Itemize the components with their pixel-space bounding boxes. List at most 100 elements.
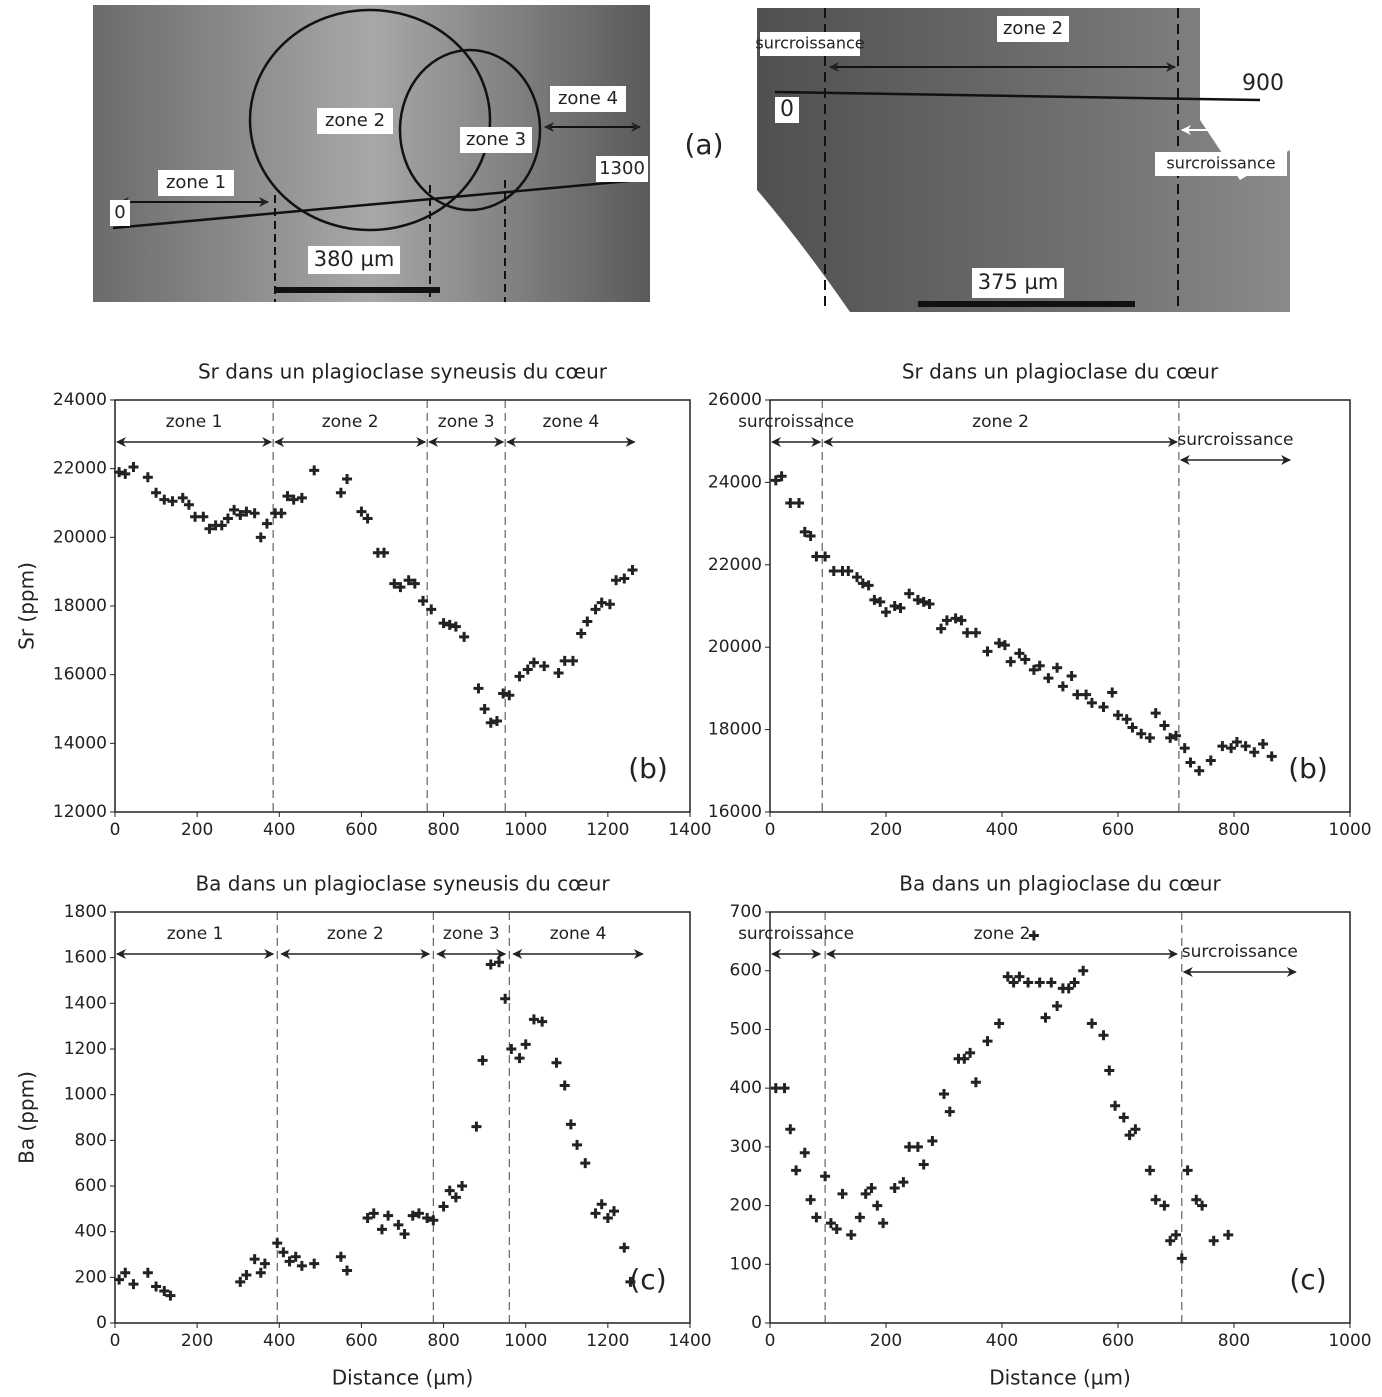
panel-label: (a) bbox=[684, 128, 723, 161]
data-point bbox=[582, 616, 593, 627]
data-point bbox=[1144, 732, 1155, 743]
label-box bbox=[317, 108, 393, 134]
zone-label: zone 3 bbox=[438, 412, 495, 432]
data-point bbox=[368, 1208, 379, 1219]
data-point bbox=[506, 1044, 517, 1054]
data-point bbox=[1182, 1165, 1193, 1176]
data-point bbox=[611, 575, 622, 586]
background bbox=[757, 190, 850, 312]
data-point bbox=[619, 573, 630, 584]
data-point bbox=[167, 496, 178, 507]
x-tick-label: 1000 bbox=[1328, 820, 1371, 840]
data-point bbox=[409, 578, 420, 589]
x-tick-label: 1000 bbox=[504, 1331, 547, 1351]
label-box bbox=[596, 156, 648, 182]
data-point bbox=[1249, 747, 1260, 758]
data-point bbox=[852, 572, 862, 583]
data-point bbox=[229, 504, 240, 515]
data-point bbox=[872, 1200, 883, 1211]
data-point bbox=[551, 1057, 562, 1068]
x-tick-label: 0 bbox=[110, 820, 121, 840]
data-point bbox=[799, 1147, 810, 1158]
data-point bbox=[1063, 983, 1074, 994]
photo-label: zone 2 bbox=[325, 110, 385, 131]
data-point bbox=[1008, 977, 1019, 988]
zone-label: zone 2 bbox=[327, 924, 384, 944]
data-point bbox=[559, 1080, 570, 1091]
data-point bbox=[805, 530, 816, 541]
data-point bbox=[1197, 1200, 1208, 1211]
data-point bbox=[276, 508, 287, 519]
data-point bbox=[438, 618, 449, 629]
y-tick-label: 20000 bbox=[708, 637, 762, 657]
data-point bbox=[625, 1276, 636, 1287]
data-point bbox=[444, 619, 455, 630]
y-tick-label: 300 bbox=[730, 1137, 762, 1157]
label-box bbox=[308, 246, 400, 274]
data-point bbox=[1086, 697, 1097, 708]
data-point bbox=[1034, 977, 1045, 988]
data-point bbox=[950, 613, 961, 624]
data-point bbox=[362, 1212, 373, 1223]
data-point bbox=[857, 578, 868, 589]
data-point bbox=[514, 671, 525, 682]
data-point bbox=[863, 580, 874, 591]
data-point bbox=[204, 523, 215, 534]
data-point bbox=[1217, 741, 1228, 752]
y-tick-label: 0 bbox=[96, 1313, 107, 1333]
chart-title: Sr dans un plagioclase du cœur bbox=[902, 360, 1219, 384]
x-tick-label: 1000 bbox=[504, 820, 547, 840]
data-point bbox=[576, 628, 587, 639]
data-point bbox=[1205, 755, 1216, 766]
data-point bbox=[159, 1286, 170, 1297]
photo-label: surcroissance bbox=[1166, 154, 1275, 173]
data-point bbox=[413, 1208, 424, 1219]
data-point bbox=[875, 596, 886, 607]
data-point bbox=[422, 1212, 433, 1223]
label-box bbox=[972, 268, 1064, 298]
x-tick-label: 800 bbox=[427, 1331, 459, 1351]
data-point bbox=[249, 1254, 260, 1265]
photo-label: 0 bbox=[780, 97, 794, 122]
data-point bbox=[869, 594, 880, 605]
data-point bbox=[198, 511, 209, 522]
data-point bbox=[288, 494, 299, 505]
data-point bbox=[878, 1218, 889, 1229]
data-point bbox=[393, 1219, 404, 1230]
x-tick-label: 600 bbox=[1102, 820, 1134, 840]
photo-label: 0 bbox=[114, 202, 125, 223]
data-point bbox=[290, 1251, 301, 1262]
y-tick-label: 24000 bbox=[53, 390, 107, 410]
data-point bbox=[1066, 671, 1077, 682]
data-point bbox=[881, 607, 891, 618]
data-point bbox=[1226, 743, 1237, 754]
data-point bbox=[142, 472, 153, 483]
data-point bbox=[494, 957, 505, 968]
photo-label: zone 1 bbox=[166, 172, 226, 193]
data-point bbox=[627, 564, 638, 575]
profile-line bbox=[774, 90, 1261, 102]
data-point bbox=[860, 1188, 871, 1199]
zone-label: zone 3 bbox=[443, 924, 500, 944]
data-point bbox=[418, 595, 429, 606]
zone-label: zone 4 bbox=[550, 924, 607, 944]
data-point bbox=[604, 599, 615, 610]
plot-area bbox=[769, 399, 1351, 813]
data-point bbox=[407, 1210, 418, 1221]
data-point bbox=[912, 594, 923, 605]
x-tick-label: 600 bbox=[345, 820, 377, 840]
data-point bbox=[128, 1279, 139, 1290]
x-tick-label: 200 bbox=[870, 1331, 902, 1351]
y-tick-label: 600 bbox=[730, 961, 762, 981]
outline bbox=[248, 8, 492, 232]
data-point bbox=[1191, 1194, 1202, 1205]
data-point bbox=[770, 1083, 781, 1094]
data-point bbox=[261, 518, 272, 529]
data-point bbox=[1121, 714, 1132, 725]
data-point bbox=[785, 1124, 796, 1135]
data-point bbox=[459, 631, 470, 642]
data-point bbox=[982, 646, 993, 657]
data-point bbox=[619, 1242, 630, 1253]
data-point bbox=[602, 1212, 613, 1223]
data-point bbox=[282, 491, 293, 502]
